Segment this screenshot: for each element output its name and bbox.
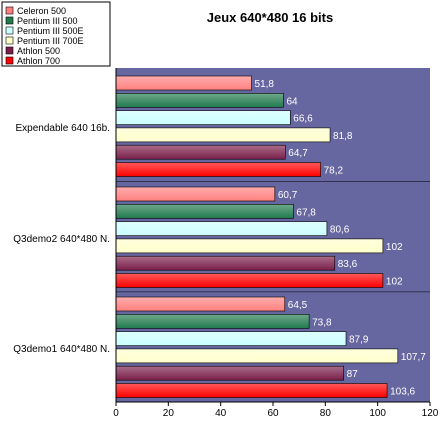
data-label: 60,7 [278, 190, 298, 201]
category-label: Expendable 640 16b. [15, 123, 110, 134]
bar-expendable-640-16b-athlon-700 [115, 162, 321, 177]
legend-entry: Athlon 700 [17, 56, 60, 66]
bar-q3demo1-640-480-n-pentium-iii-500e [115, 331, 347, 346]
legend-swatch [5, 6, 14, 15]
legend-swatch [5, 16, 14, 25]
data-label: 64,7 [288, 148, 308, 159]
x-tick-label: 20 [163, 408, 175, 419]
data-label: 80,6 [330, 225, 350, 236]
legend-box [1, 1, 111, 67]
bar-q3demo1-640-480-n-athlon-700 [115, 383, 388, 398]
data-label: 102 [386, 277, 403, 288]
data-label: 67,8 [296, 207, 316, 218]
bar-q3demo1-640-480-n-athlon-500 [115, 365, 344, 381]
bar-expendable-640-16b-pentium-iii-500e [115, 110, 291, 125]
legend-swatch [5, 36, 14, 45]
x-tick-label: 120 [422, 408, 439, 419]
data-label: 83,6 [338, 259, 358, 270]
legend-entry: Pentium III 700E [17, 36, 84, 46]
category-label: Q3demo1 640*480 N. [13, 344, 110, 355]
legend-entry: Athlon 500 [17, 46, 60, 56]
legend-entry: Pentium III 500 [17, 16, 78, 26]
data-label: 81,8 [333, 131, 353, 142]
legend-swatch [5, 56, 14, 65]
data-label: 107,7 [401, 352, 426, 363]
bar-q3demo1-640-480-n-pentium-iii-500 [115, 313, 310, 329]
bar-q3demo2-640-480-n-celeron-500 [115, 186, 276, 202]
data-label: 73,8 [312, 317, 332, 328]
data-label: 64,5 [288, 300, 308, 311]
data-label: 87,9 [349, 335, 369, 346]
bar-q3demo2-640-480-n-pentium-iii-700e [115, 238, 384, 254]
x-tick-label: 40 [215, 408, 227, 419]
data-label: 87 [347, 369, 359, 380]
legend-swatch [5, 26, 14, 35]
bar-expendable-640-16b-pentium-iii-700e [115, 127, 331, 143]
data-label: 103,6 [390, 387, 415, 398]
data-label: 66,6 [293, 114, 313, 125]
bar-expendable-640-16b-pentium-iii-500 [115, 93, 284, 108]
x-tick-label: 100 [369, 408, 386, 419]
legend-entry: Pentium III 500E [17, 26, 84, 36]
x-tick-label: 60 [267, 408, 279, 419]
data-label: 102 [386, 242, 403, 253]
data-label: 78,2 [324, 166, 344, 177]
chart-title: Jeux 640*480 16 bits [207, 10, 333, 25]
bar-expendable-640-16b-celeron-500 [115, 75, 252, 91]
legend-entry: Celeron 500 [17, 6, 66, 16]
bar-q3demo2-640-480-n-pentium-iii-500e [115, 221, 328, 236]
bar-q3demo1-640-480-n-celeron-500 [115, 296, 286, 312]
x-tick-label: 80 [320, 408, 332, 419]
bar-q3demo2-640-480-n-pentium-iii-500 [115, 204, 294, 219]
bar-q3demo1-640-480-n-pentium-iii-700e [115, 348, 399, 364]
legend-swatch [5, 46, 14, 55]
x-tick-label: 0 [113, 408, 119, 419]
data-label: 51,8 [255, 79, 275, 90]
bar-q3demo2-640-480-n-athlon-500 [115, 255, 336, 271]
data-label: 64 [286, 96, 298, 107]
bar-expendable-640-16b-athlon-500 [115, 144, 286, 160]
category-label: Q3demo2 640*480 N. [13, 234, 110, 245]
bar-q3demo2-640-480-n-athlon-700 [115, 273, 384, 288]
